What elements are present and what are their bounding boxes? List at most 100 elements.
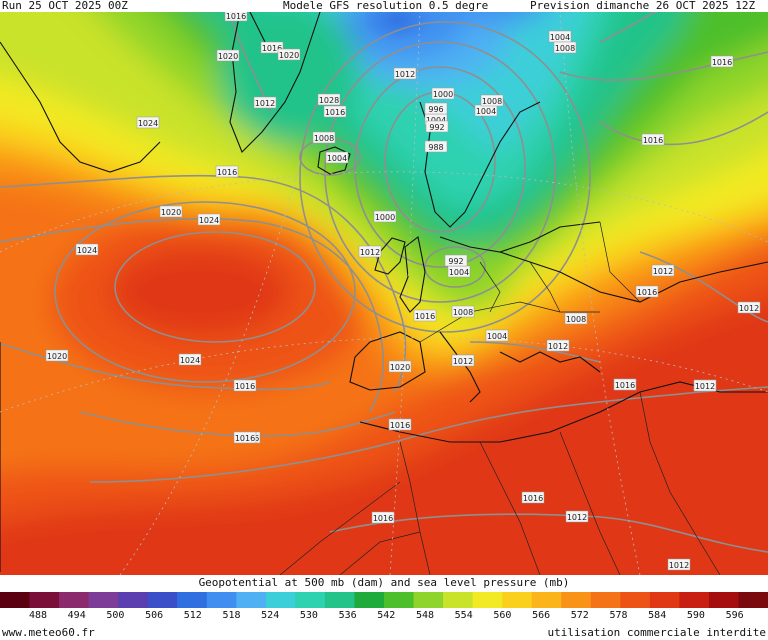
- borders: [279, 221, 721, 575]
- pressure-label-box: [393, 67, 417, 80]
- pressure-label-box: [136, 116, 160, 129]
- pressure-label: 1016: [712, 58, 732, 67]
- pressure-label: 1008: [555, 44, 575, 53]
- pressure-label: 1012: [653, 267, 673, 276]
- pressure-label: 1012: [360, 248, 380, 257]
- pressure-label: 1016: [235, 382, 255, 391]
- pressure-label-box: [564, 312, 588, 325]
- pressure-label-box: [216, 49, 240, 62]
- pressure-label-box: [260, 41, 284, 54]
- pressure-label-box: [553, 41, 577, 54]
- scale-tick-label: 518: [222, 610, 241, 621]
- pressure-label: 1008: [566, 315, 586, 324]
- pressure-label-box: [485, 329, 509, 342]
- scale-swatch: [620, 592, 651, 608]
- scale-swatch: [649, 592, 680, 608]
- scale-tick-label: 566: [532, 610, 551, 621]
- forecast-label: Prevision dimanche 26 OCT 2025 12Z: [530, 0, 756, 12]
- pressure-label-box: [546, 339, 570, 352]
- pressure-label-box: [215, 165, 239, 178]
- pressure-label-box: [451, 354, 475, 367]
- pressure-label: 1024: [138, 119, 158, 128]
- scale-swatch: [206, 592, 237, 608]
- scale-swatch: [324, 592, 356, 608]
- scale-swatch: [236, 592, 267, 608]
- pressure-label: 1016: [390, 421, 410, 430]
- pressure-label: 1004: [550, 33, 570, 42]
- pressure-label-box: [451, 305, 475, 318]
- scale-swatch: [738, 592, 768, 608]
- pressure-label: 1004: [476, 107, 496, 116]
- scale-tick-label: 506: [145, 610, 164, 621]
- pressure-label-box: [480, 94, 504, 107]
- scale-swatch: [0, 592, 31, 608]
- scale-swatch: [443, 592, 474, 608]
- pressure-label: 1020: [47, 352, 67, 361]
- pressure-label: 1012: [548, 342, 568, 351]
- scale-tick-label: 590: [686, 610, 705, 621]
- pressure-label-box: [710, 55, 734, 68]
- scale-tick-label: 548: [415, 610, 435, 621]
- pressure-label-box: [693, 379, 717, 392]
- pressure-label: 1012: [669, 561, 689, 570]
- pressure-label: 1020: [279, 51, 299, 60]
- scale-swatch: [147, 592, 178, 608]
- scale-tick-label: 524: [261, 610, 280, 621]
- pressure-label-box: [323, 105, 347, 118]
- map-caption: Geopotential at 500 mb (dam) and sea lev…: [198, 576, 570, 589]
- pressure-label: 1004: [449, 268, 469, 277]
- scale-swatch: [354, 592, 385, 608]
- pressure-label-box: [75, 243, 99, 256]
- pressure-label: 1016: [373, 514, 393, 523]
- pressure-label: 1020: [218, 52, 238, 61]
- pressure-label-box: [45, 349, 69, 362]
- pressure-label-box: [253, 96, 277, 109]
- pressure-label-box: [425, 120, 449, 133]
- scale-swatch: [88, 592, 119, 608]
- scale-swatch: [177, 592, 208, 608]
- scale-tick-label: 572: [570, 610, 589, 621]
- pressure-label-box: [233, 379, 257, 392]
- pressure-label: 1012: [453, 357, 473, 366]
- pressure-label: 1000: [375, 213, 395, 222]
- scale-tick-label: 560: [493, 610, 512, 621]
- run-label: Run 25 OCT 2025 00Z: [2, 0, 128, 12]
- pressure-label: 1020: [390, 363, 410, 372]
- scale-tick-label: 596: [725, 610, 744, 621]
- pressure-label: 992: [448, 257, 463, 266]
- pressure-label: 1000: [433, 90, 453, 99]
- pressure-label: 1028: [319, 96, 339, 105]
- pressure-label: 1020: [161, 208, 181, 217]
- pressure-label-box: [178, 353, 202, 366]
- pressure-label-box: [521, 491, 545, 504]
- pressure-label-box: [312, 131, 336, 144]
- scale-tick-label: 494: [67, 610, 86, 621]
- pressure-label: 1016: [262, 44, 282, 53]
- pressure-label: 1016: [415, 312, 435, 321]
- scale-swatch: [384, 592, 415, 608]
- pressure-label-box: [444, 254, 468, 267]
- pressure-label-box: [424, 140, 448, 153]
- model-label: Modele GFS resolution 0.5 degre: [283, 0, 489, 12]
- pressure-label-box: [413, 309, 437, 322]
- pressure-label: 1008: [453, 308, 473, 317]
- scale-tick-label: 512: [183, 610, 202, 621]
- scale-swatch: [29, 592, 60, 608]
- pressure-label: 996: [428, 105, 443, 114]
- pressure-label-box: [737, 301, 761, 314]
- pressure-label-box: [373, 210, 397, 223]
- scale-swatch: [295, 592, 326, 608]
- pressure-label: 1016: [643, 136, 663, 145]
- site-label: www.meteo60.fr: [2, 626, 95, 639]
- pressure-label-box: [317, 93, 341, 106]
- scale-swatch: [708, 592, 740, 608]
- pressure-label: 992: [429, 123, 444, 132]
- pressure-label: 1008: [482, 97, 502, 106]
- pressure-label: 1016: [226, 12, 246, 21]
- pressure-label: 1012: [255, 99, 275, 108]
- usage-notice: utilisation commerciale interdite: [547, 626, 766, 639]
- pressure-label: 1016: [637, 288, 657, 297]
- pressure-label-box: [613, 378, 637, 391]
- pressure-label-box: [388, 418, 412, 431]
